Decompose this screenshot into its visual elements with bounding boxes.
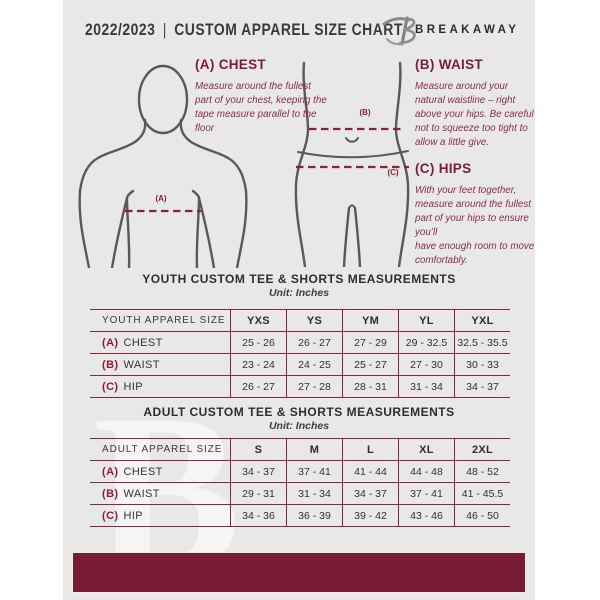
title-separator: | [162,20,167,39]
size-value-cell: 31 - 34 [286,482,342,504]
measurement-key: (B) [102,358,119,371]
size-column-header: 2XL [454,438,510,460]
size-value-cell: 34 - 36 [230,504,286,526]
size-value-cell: 27 - 29 [342,331,398,353]
size-column-header: YXS [230,309,286,331]
measurement-row-label: (C) HIP [90,375,230,397]
size-value-cell: 24 - 25 [286,353,342,375]
brand-name: BREAKAWAY [415,24,520,36]
size-value-cell: 37 - 41 [398,482,454,504]
size-value-cell: 27 - 28 [286,375,342,397]
measurement-name: CHEST [123,336,163,349]
size-column-header: YXL [454,309,510,331]
size-value-cell: 34 - 37 [342,482,398,504]
size-value-cell: 37 - 41 [286,460,342,482]
youth-table-unit: Unit: Inches [268,287,330,299]
size-column-header: YL [398,309,454,331]
measurement-key: (B) [102,487,119,500]
measurement-name: WAIST [123,487,160,500]
measurement-name: WAIST [123,358,160,371]
size-value-cell: 31 - 34 [398,375,454,397]
waist-hips-diagram [294,62,410,267]
hips-guide-text: With your feet together, measure around … [415,185,535,266]
hips-line-label: (C) [387,168,399,177]
chest-guide: (A) CHEST Measure around the fullest par… [195,57,327,136]
size-value-cell: 29 - 32.5 [398,331,454,353]
size-column-header: XL [398,438,454,460]
size-column-header: YM [342,309,398,331]
waist-guide-text: Measure around your natural waistline – … [415,81,534,148]
measurement-row-label: (B) WAIST [90,482,230,504]
chart-title: CUSTOM APPAREL SIZE CHART [174,20,403,39]
size-column-header: M [286,438,342,460]
measurement-key: (A) [102,465,119,478]
torso-chest-diagram [78,64,248,268]
size-header-cell: YOUTH APPAREL SIZE [90,309,230,331]
youth-table-title: YOUTH CUSTOM TEE & SHORTS MEASUREMENTS [142,272,456,286]
adult-table-unit: Unit: Inches [268,420,330,432]
measurement-row-label: (A) CHEST [90,460,230,482]
size-value-cell: 30 - 33 [454,353,510,375]
size-value-cell: 48 - 52 [454,460,510,482]
size-column-header: YS [286,309,342,331]
size-value-cell: 39 - 42 [342,504,398,526]
size-value-cell: 29 - 31 [230,482,286,504]
measurement-row-label: (A) CHEST [90,331,230,353]
navel-mark [345,137,359,143]
size-value-cell: 26 - 27 [286,331,342,353]
size-value-cell: 34 - 37 [230,460,286,482]
size-value-cell: 41 - 44 [342,460,398,482]
size-value-cell: 26 - 27 [230,375,286,397]
size-value-cell: 25 - 27 [342,353,398,375]
size-column-header: L [342,438,398,460]
waist-guide: (B) WAIST Measure around your natural wa… [415,57,535,150]
waist-guide-heading: (B) WAIST [415,57,483,72]
size-value-cell: 43 - 46 [398,504,454,526]
chest-guide-text: Measure around the fullest part of your … [195,81,327,134]
measurement-name: CHEST [123,465,163,478]
measurement-key: (C) [102,509,119,522]
youth-size-table: YOUTH APPAREL SIZE YXS YS YM YL YXL (A) CHEST 25… [90,309,510,398]
size-value-cell: 23 - 24 [230,353,286,375]
adult-table-title: ADULT CUSTOM TEE & SHORTS MEASUREMENTS [143,405,455,419]
head-outline [137,64,189,135]
size-value-cell: 46 - 50 [454,504,510,526]
measurement-row-label: (C) HIP [90,504,230,526]
measurement-key: (C) [102,380,119,393]
size-value-cell: 27 - 30 [398,353,454,375]
chest-line-label: (A) [155,194,167,203]
size-value-cell: 36 - 39 [286,504,342,526]
measurement-key: (A) [102,336,119,349]
size-value-cell: 28 - 31 [342,375,398,397]
breakaway-logo-icon [382,16,416,46]
size-value-cell: 44 - 48 [398,460,454,482]
size-chart-document: B 2022/2023 | CUSTOM APPAREL SIZE CHART BR… [63,0,535,600]
season-year: 2022/2023 [85,20,156,39]
measurement-name: HIP [123,380,144,393]
measurement-name: HIP [123,509,144,522]
chest-guide-heading: (A) CHEST [195,57,266,72]
size-column-header: S [230,438,286,460]
waist-line-label: (B) [359,108,371,117]
size-value-cell: 25 - 26 [230,331,286,353]
measurement-row-label: (B) WAIST [90,353,230,375]
footer-bar [72,552,526,593]
size-value-cell: 32.5 - 35.5 [454,331,510,353]
size-value-cell: 41 - 45.5 [454,482,510,504]
adult-size-table: ADULT APPAREL SIZE S M L XL 2XL (A) CHEST 34 - 3… [90,438,510,527]
page-title: 2022/2023 | CUSTOM APPAREL SIZE CHART [85,20,403,40]
hips-guide-heading: (C) HIPS [415,161,472,176]
hip-curve [297,150,409,159]
size-value-cell: 34 - 37 [454,375,510,397]
hips-guide: (C) HIPS With your feet together, measur… [415,161,541,267]
size-header-cell: ADULT APPAREL SIZE [90,438,230,460]
